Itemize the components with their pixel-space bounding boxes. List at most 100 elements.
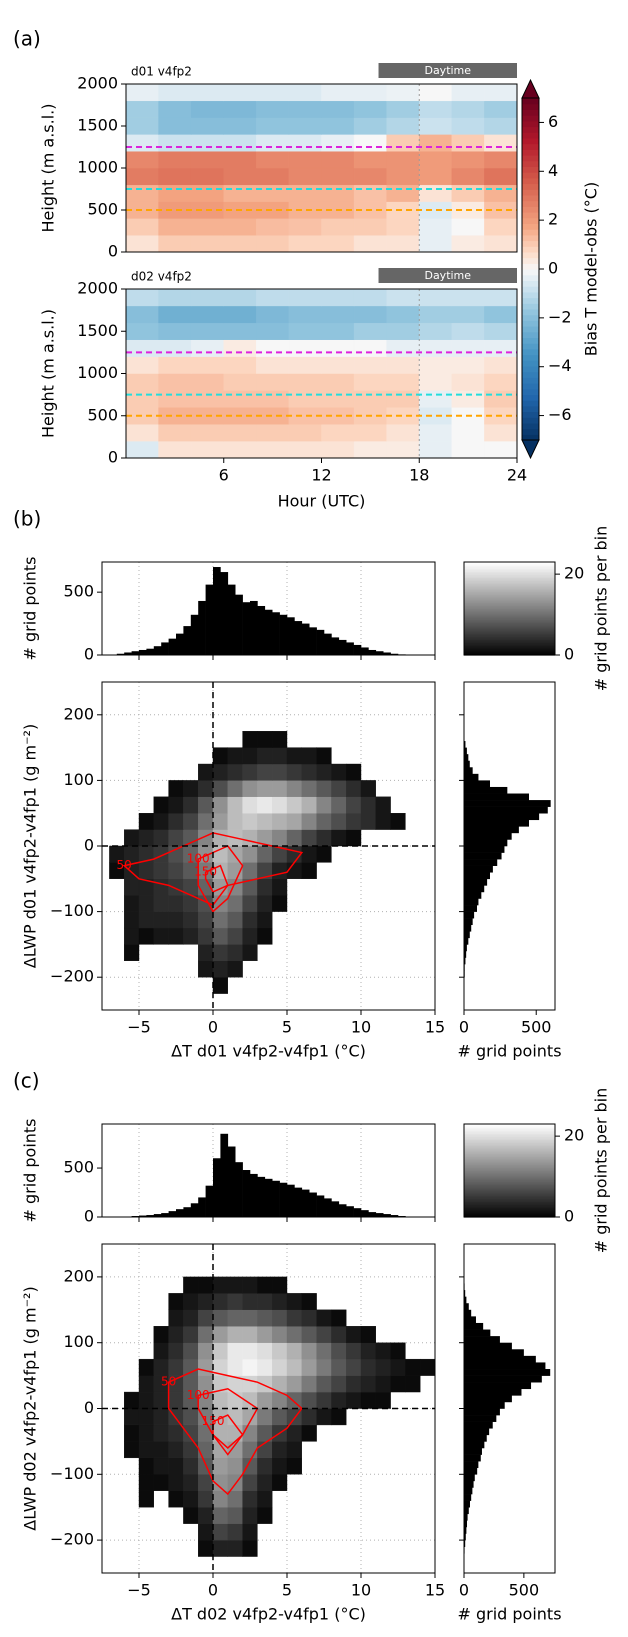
histogram-2d-cell xyxy=(123,1391,140,1409)
heatmap-cell xyxy=(223,167,257,186)
histogram-2d-cell xyxy=(227,1408,243,1426)
daytime-label: Daytime xyxy=(424,269,471,282)
histogram-bar xyxy=(464,741,466,748)
heatmap-cell xyxy=(451,117,485,135)
histogram-2d-cell xyxy=(316,1309,332,1327)
y-axis-label: Height (m a.s.l.) xyxy=(39,309,58,438)
heatmap-cell xyxy=(484,440,518,459)
heatmap-cell xyxy=(190,373,225,391)
heatmap-cell xyxy=(484,218,518,236)
histogram-2d-cell xyxy=(227,1490,243,1508)
histogram-2d-cell xyxy=(242,813,258,830)
y-tick-label: 0 xyxy=(84,1207,94,1226)
x-axis-label: Hour (UTC) xyxy=(278,492,366,511)
heatmap-cell xyxy=(451,134,485,152)
histogram-bar xyxy=(464,786,508,794)
histogram-bar xyxy=(168,638,177,655)
colorbar-segment xyxy=(464,628,555,631)
y-tick-label: 500 xyxy=(87,200,118,219)
colorbar-segment xyxy=(464,1136,555,1139)
colorbar-segment xyxy=(464,605,555,608)
heatmap-cell xyxy=(419,373,453,391)
colorbar-segment xyxy=(464,642,555,645)
heatmap-cell xyxy=(419,167,453,186)
heatmap-cell xyxy=(484,356,518,374)
histogram-2d-cell xyxy=(227,1309,243,1327)
heatmap-cell xyxy=(288,322,322,340)
heatmap-cell xyxy=(484,234,518,253)
heatmap-cell xyxy=(386,322,420,340)
histogram-2d-cell xyxy=(316,1408,332,1426)
colorbar-segment xyxy=(522,308,539,316)
colorbar-segment xyxy=(464,1167,555,1170)
axes-frame xyxy=(463,681,556,1011)
colorbar-tick-label: −4 xyxy=(548,356,572,375)
histogram-2d-cell xyxy=(242,1342,258,1360)
heatmap-cell xyxy=(419,150,453,169)
histogram-bar xyxy=(464,1421,493,1429)
histogram-2d-cell xyxy=(257,1457,273,1475)
colorbar-segment xyxy=(522,98,539,105)
colorbar-segment xyxy=(464,610,555,613)
heatmap-cell xyxy=(353,117,387,135)
histogram-bar xyxy=(464,905,477,912)
colorbar-segment xyxy=(464,1148,555,1151)
colorbar-segment xyxy=(464,1189,555,1192)
histogram-2d-cell xyxy=(138,813,155,830)
colorbar-segment xyxy=(522,200,539,207)
colorbar-segment xyxy=(464,562,555,565)
heatmap-cell xyxy=(125,184,159,202)
heatmap-cell xyxy=(353,150,387,169)
histogram-bar xyxy=(250,1173,258,1217)
colorbar-segment xyxy=(464,1156,555,1159)
colorbar-segment xyxy=(522,132,539,139)
histogram-2d-cell xyxy=(227,747,243,765)
heatmap-cell xyxy=(288,288,322,307)
colorbar-label: # grid points per bin xyxy=(592,1088,611,1254)
histogram-2d-cell xyxy=(375,1375,391,1393)
histogram-bar xyxy=(464,1447,482,1455)
heatmap-cell xyxy=(288,218,322,236)
heatmap-cell xyxy=(288,440,322,459)
y-tick-label: 1500 xyxy=(77,116,118,135)
histogram-2d-cell xyxy=(286,1457,303,1475)
histogram-bar xyxy=(464,1388,522,1396)
heatmap-cell xyxy=(353,356,387,374)
histogram-bar xyxy=(153,1214,162,1217)
histogram-2d-cell xyxy=(168,1391,184,1409)
histogram-bar xyxy=(464,1303,469,1311)
histogram-bar xyxy=(464,891,482,899)
histogram-bar xyxy=(464,747,467,755)
histogram-2d-cell xyxy=(153,1391,169,1409)
histogram-2d-cell xyxy=(197,1276,214,1294)
heatmap-cell xyxy=(190,356,225,374)
histogram-2d-cell xyxy=(316,1391,332,1409)
colorbar-segment xyxy=(522,120,539,128)
histogram-2d-cell xyxy=(227,944,243,962)
colorbar-segment xyxy=(464,651,555,655)
histogram-2d-cell xyxy=(168,1293,184,1310)
histogram-2d-cell xyxy=(168,1457,184,1475)
colorbar-segment xyxy=(464,1209,555,1212)
histogram-2d-cell xyxy=(286,813,303,830)
histogram-2d-cell xyxy=(138,1358,155,1376)
colorbar-segment xyxy=(464,624,555,627)
histogram-2d-cell xyxy=(168,1474,184,1491)
histogram-2d-cell xyxy=(242,845,258,863)
x-tick-label: 0 xyxy=(208,1581,218,1600)
y-tick-label: 0 xyxy=(84,836,94,855)
histogram-2d-cell xyxy=(301,829,317,847)
histogram-bar xyxy=(168,1211,177,1217)
histogram-2d-cell xyxy=(360,1391,377,1409)
heatmap-cell xyxy=(190,339,225,357)
heatmap-cell xyxy=(419,322,453,340)
heatmap-cell xyxy=(419,234,453,253)
x-tick-label: 5 xyxy=(282,1581,292,1600)
heatmap-cell xyxy=(353,440,387,459)
heatmap-cell xyxy=(353,322,387,340)
histogram-2d-cell xyxy=(257,1326,273,1343)
heatmap-cell xyxy=(353,423,387,442)
colorbar-segment xyxy=(464,1195,555,1198)
histogram-2d-cell xyxy=(272,780,288,798)
colorbar-segment xyxy=(522,206,539,213)
